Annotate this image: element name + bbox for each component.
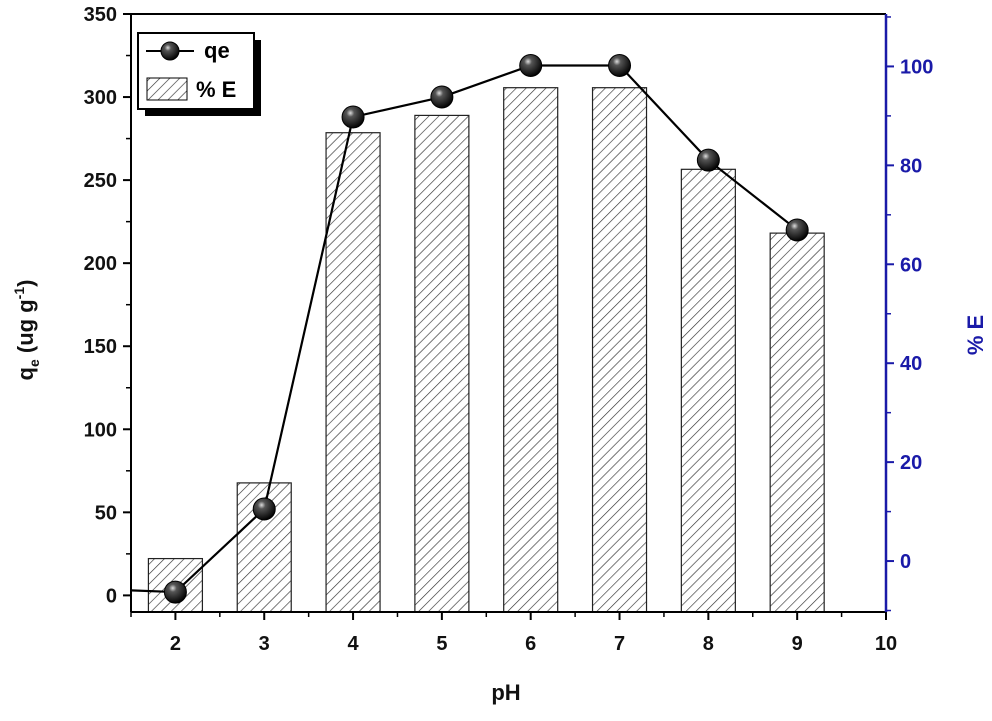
right-tick-label: 80	[900, 155, 922, 177]
qe-point-pH-8	[696, 148, 720, 172]
left-tick-label: 300	[84, 87, 117, 109]
right-tick-label: 40	[900, 353, 922, 375]
left-tick-label: 250	[84, 170, 117, 192]
right-tick-label: 60	[900, 254, 922, 276]
axes-layer: 2 3 4 5 6 7 8 9 10050100150200250300350020406080…	[84, 4, 934, 655]
qe-point-pH-6	[519, 53, 543, 77]
bars-layer	[147, 87, 825, 613]
left-axis-title-sub: e	[26, 359, 42, 367]
x-tick-label: 2	[170, 633, 181, 655]
bar-pH-7	[591, 87, 648, 613]
bar-pH-8	[680, 168, 736, 613]
line-layer	[130, 53, 809, 604]
right-axis-title: % E	[963, 315, 988, 355]
right-tick-label: 100	[900, 56, 933, 78]
legend: qe % E	[137, 32, 261, 116]
left-tick-label: 150	[84, 336, 117, 358]
x-tick-label: 9	[792, 633, 803, 655]
left-tick-label: 100	[84, 419, 117, 441]
qe-point-pH-4	[341, 105, 365, 129]
legend-marker-sample	[160, 41, 180, 61]
x-tick-label: 4	[347, 633, 359, 655]
legend-bar-sample	[146, 77, 188, 101]
x-tick-label: 8	[703, 633, 714, 655]
qe-point-pH-2	[163, 580, 187, 604]
bar-pH-4	[325, 132, 381, 613]
x-tick-label: 7	[614, 633, 625, 655]
right-tick-label: 0	[900, 551, 911, 573]
x-tick-label: 3	[259, 633, 270, 655]
left-axis-title: qe (ug g-1)	[11, 280, 42, 381]
qe-point-pH-3	[252, 497, 276, 521]
bar-pH-9	[769, 232, 825, 613]
left-tick-label: 50	[95, 502, 117, 524]
left-axis-title-main: q	[13, 367, 38, 380]
bar-pH-5	[414, 114, 470, 613]
qe-point-pH-9	[785, 218, 809, 242]
legend-label-qe: qe	[204, 38, 230, 63]
x-tick-label: 6	[525, 633, 536, 655]
right-tick-label: 20	[900, 452, 922, 474]
left-tick-label: 200	[84, 253, 117, 275]
left-tick-label: 0	[106, 585, 117, 607]
x-tick-label: 5	[436, 633, 447, 655]
left-axis-title-rest: (ug g	[13, 299, 38, 359]
x-tick-label: 10	[875, 633, 897, 655]
x-axis-title: pH	[491, 680, 520, 705]
qe-point-pH-5	[430, 85, 454, 109]
left-axis-title-close: )	[13, 280, 38, 287]
left-tick-label: 350	[84, 4, 117, 26]
bar-pH-6	[503, 87, 559, 613]
legend-label-percent-e: % E	[196, 77, 236, 102]
left-axis-title-sup: -1	[11, 287, 27, 300]
qe-point-pH-7	[608, 53, 632, 77]
